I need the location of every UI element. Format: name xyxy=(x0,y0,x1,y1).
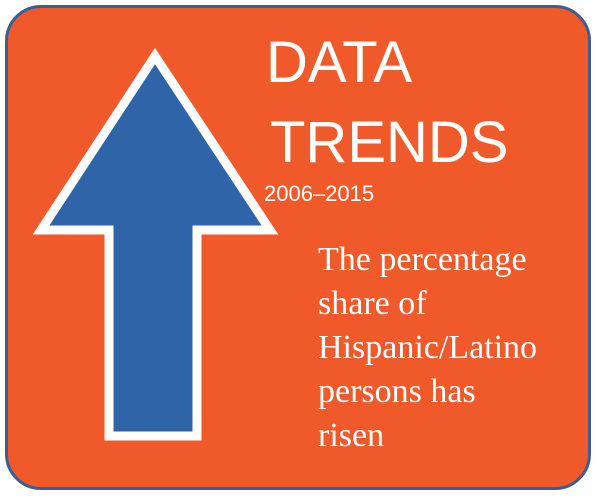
statement-line: share of xyxy=(318,285,427,322)
statement-line: risen xyxy=(318,417,385,454)
statement-line: The percentage xyxy=(318,241,527,278)
up-arrow-icon xyxy=(32,47,279,441)
statement-line: Hispanic/Latino xyxy=(318,329,538,366)
title-line-data: DATA xyxy=(266,30,413,95)
year-range: 2006–2015 xyxy=(264,181,375,206)
up-arrow-shape xyxy=(32,47,279,441)
data-trends-card: DATA TRENDS 2006–2015 The percentage sha… xyxy=(5,5,591,490)
statement-line: persons has xyxy=(318,373,476,410)
trend-statement: The percentage share of Hispanic/Latino … xyxy=(318,238,588,458)
title-line-trends: TRENDS xyxy=(270,110,509,175)
